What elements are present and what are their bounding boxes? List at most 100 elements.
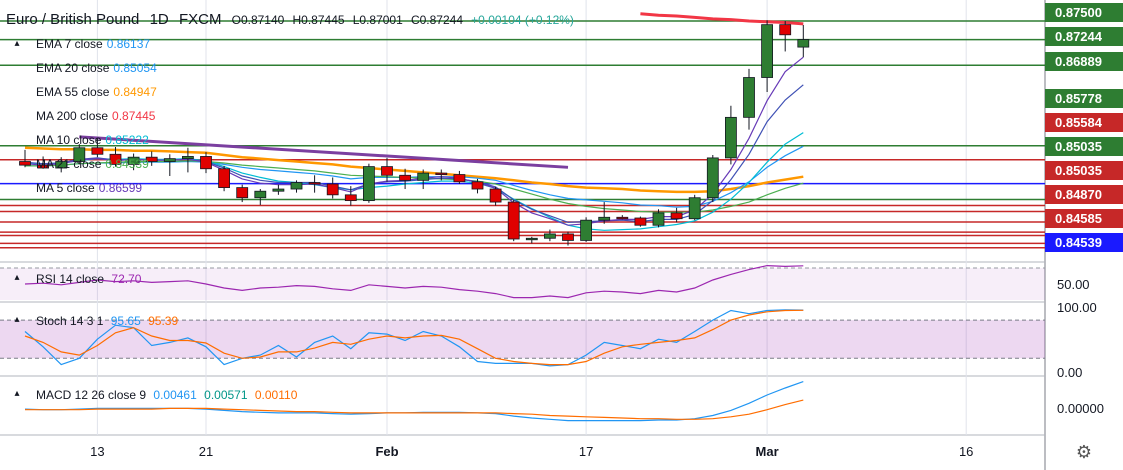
- rsi-title: RSI 14 close: [36, 272, 105, 286]
- candle-body: [344, 194, 357, 202]
- rsi-collapse-icon[interactable]: ▴: [14, 272, 20, 283]
- rsi-value: 72.70: [111, 272, 142, 286]
- candle-body: [308, 182, 321, 185]
- price-axis-label: 0.85778: [1055, 91, 1102, 106]
- legend-item[interactable]: EMA 7 close 0.86137: [36, 37, 150, 51]
- legend-label: EMA 20 close: [36, 61, 110, 75]
- candle-body: [797, 39, 810, 48]
- macd-signal-value: 0.00571: [204, 388, 248, 402]
- candle-body: [453, 174, 466, 183]
- price-axis-label-bg: [1045, 3, 1123, 22]
- rsi-band: [0, 268, 1045, 300]
- candle-body: [145, 156, 158, 162]
- legend-value: 0.85222: [105, 133, 149, 147]
- candle-body: [163, 158, 176, 162]
- candle-body: [634, 217, 647, 226]
- price-axis-label: 0.87500: [1055, 5, 1102, 20]
- legend-value: 0.86137: [106, 37, 151, 51]
- candle-body: [91, 147, 104, 155]
- legend-item[interactable]: MA 10 close 0.85222: [36, 133, 149, 147]
- candle-body: [435, 172, 448, 176]
- candle-body: [544, 233, 556, 239]
- legend-value: 0.87445: [112, 109, 156, 123]
- price-axis-label-bg: [1045, 209, 1123, 228]
- stoch-d-line: [24, 309, 804, 366]
- legend-label: EMA 7 close: [36, 37, 103, 51]
- candle-body: [562, 233, 574, 241]
- candle-body: [19, 161, 31, 166]
- candle-body: [616, 216, 629, 220]
- candle-body: [127, 156, 140, 165]
- ma200-line: [640, 12, 804, 26]
- price-axis-label: 0.85035: [1055, 163, 1102, 178]
- legend-item[interactable]: EMA 20 close 0.85054: [36, 61, 157, 75]
- legend-label: MA 5 close: [36, 181, 95, 195]
- symbol-name: Euro / British Pound: [6, 11, 140, 28]
- candle-body: [417, 172, 430, 181]
- x-axis-label: Mar: [756, 444, 779, 459]
- candle-body: [779, 24, 792, 36]
- candle-body: [598, 216, 611, 221]
- legend-item[interactable]: MA 200 close 0.87445: [36, 109, 155, 123]
- high-value: H0.87445: [292, 13, 345, 27]
- low-value: L0.87001: [352, 13, 403, 27]
- gear-icon[interactable]: ⚙: [1075, 442, 1093, 462]
- price-axis-label-bg: [1045, 113, 1123, 132]
- stoch-k-line: [24, 309, 804, 367]
- ema20-line: [25, 145, 804, 208]
- macd-value: 0.00461: [153, 388, 197, 402]
- legend-item[interactable]: MA 21 close 0.84539: [36, 157, 149, 171]
- candle-body: [507, 201, 520, 240]
- change-value: +0.00104 (+0.12%): [471, 13, 574, 27]
- candle-body: [109, 153, 122, 165]
- candle-body: [706, 157, 719, 199]
- rsi-legend: RSI 14 close 72.70: [36, 272, 141, 286]
- price-axis-label-bg: [1045, 89, 1123, 108]
- interval: 1D: [149, 11, 169, 28]
- candle-body: [290, 182, 303, 190]
- macd-hist-value: 0.00110: [254, 388, 298, 402]
- legend-label: MA 21 close: [36, 157, 102, 171]
- collapse-indicators-icon[interactable]: ▴: [14, 38, 20, 49]
- trendline: [79, 135, 569, 169]
- candle-body: [362, 166, 375, 202]
- legend-item[interactable]: EMA 55 close 0.84947: [36, 85, 157, 99]
- candle-body: [254, 190, 267, 199]
- macd-signal-line: [25, 399, 804, 420]
- price-axis-label: 0.84539: [1055, 235, 1102, 250]
- price-axis-label-bg: [1045, 137, 1123, 156]
- stoch-d-value: 95.39: [148, 314, 179, 328]
- candle-body: [670, 212, 683, 220]
- candle-body: [580, 219, 592, 241]
- legend-value: 0.84947: [113, 85, 157, 99]
- candle-body: [272, 188, 285, 192]
- macd-collapse-icon[interactable]: ▴: [14, 388, 20, 399]
- legend-label: MA 10 close: [36, 133, 102, 147]
- x-axis-label: 17: [579, 444, 593, 459]
- x-axis-label: 21: [199, 444, 213, 459]
- stoch-title: Stoch 14 3 1: [36, 314, 104, 328]
- x-axis-label: Feb: [375, 444, 398, 459]
- x-axis-label: 16: [959, 444, 973, 459]
- ema55-line: [24, 146, 804, 194]
- stoch-collapse-icon[interactable]: ▴: [14, 314, 20, 325]
- candle-body: [236, 187, 249, 199]
- macd-legend: MACD 12 26 close 9 0.00461 0.00571 0.001…: [36, 388, 297, 402]
- candle-body: [55, 161, 68, 169]
- candle-body: [525, 237, 538, 241]
- close-value: C0.87244: [410, 13, 463, 27]
- macd-axis-label: 0.00000: [1057, 401, 1104, 416]
- candle-body: [73, 147, 86, 162]
- x-axis-label: 13: [90, 444, 104, 459]
- candle-body: [326, 183, 339, 196]
- legend-item[interactable]: MA 5 close 0.86599: [36, 181, 142, 195]
- candle-body: [725, 116, 737, 159]
- stoch-legend: Stoch 14 3 1 95.65 95.39: [36, 314, 178, 328]
- candle-body: [652, 212, 665, 226]
- price-axis-label: 0.84585: [1055, 211, 1102, 226]
- candle-body: [181, 156, 194, 160]
- price-axis-label-bg: [1045, 185, 1123, 204]
- price-axis-label-bg: [1045, 161, 1123, 180]
- macd-title: MACD 12 26 close 9: [36, 388, 147, 402]
